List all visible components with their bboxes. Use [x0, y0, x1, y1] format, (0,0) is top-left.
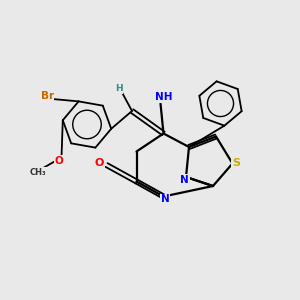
Text: N: N — [180, 175, 189, 185]
Text: O: O — [94, 158, 104, 168]
Text: NH: NH — [155, 92, 172, 103]
Text: O: O — [55, 155, 64, 166]
Text: H: H — [115, 84, 122, 93]
Text: N: N — [160, 194, 169, 205]
Text: Br: Br — [40, 91, 54, 101]
Text: CH₃: CH₃ — [30, 168, 46, 177]
Text: S: S — [232, 158, 240, 169]
